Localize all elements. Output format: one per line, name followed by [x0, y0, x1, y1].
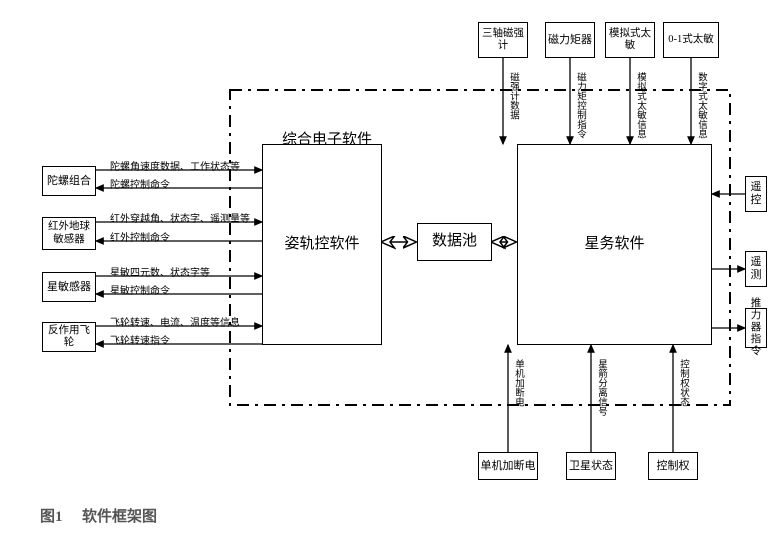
label: 星箭分离信号 [594, 359, 608, 416]
box-thruster: 推力器指令 [745, 308, 767, 348]
box-wheel: 反作用飞轮 [42, 322, 96, 352]
box-simSun: 模拟式太敏 [605, 22, 655, 58]
label: 数字式太敏信息 [694, 72, 708, 139]
box-remoteCtrl: 遥控 [745, 176, 767, 212]
label: 飞轮转速指令 [110, 332, 170, 347]
label: 红外穿越角、状态字、遥测量等 [110, 210, 250, 225]
box-ctrl: 控制权 [648, 452, 698, 480]
figure-number: 图1 [40, 505, 63, 526]
box-mag: 三轴磁强计 [478, 22, 528, 58]
box-gyro: 陀螺组合 [42, 166, 96, 196]
box-power: 单机加断电 [478, 452, 538, 480]
box-ir: 红外地球敏感器 [42, 217, 96, 250]
box-telemetry: 遥测 [745, 251, 767, 287]
label: 磁强计数据 [506, 72, 520, 120]
label: 陀螺角速度数据、工作状态等 [110, 158, 240, 173]
box-satState: 卫星状态 [566, 452, 616, 480]
box-torquer: 磁力矩器 [545, 22, 595, 58]
label: 陀螺控制命令 [110, 176, 170, 191]
label: 星敏控制命令 [110, 282, 170, 297]
box-pool: 数据池 [417, 223, 492, 261]
box-starSensor: 星敏感器 [42, 272, 96, 302]
label: 模拟式太敏信息 [633, 72, 647, 139]
label: 控制权状态 [676, 359, 690, 407]
label: 单机加断电 [511, 359, 525, 407]
label: 红外控制命令 [110, 229, 170, 244]
box-digSun: 0-1式太敏 [663, 22, 719, 58]
box-star: 星务软件 [517, 144, 712, 345]
figure-caption: 软件框架图 [82, 505, 157, 526]
diagram-stage: 综合电子软件姿轨控软件数据池星务软件陀螺组合红外地球敏感器星敏感器反作用飞轮三轴… [0, 0, 769, 537]
label: 星敏四元数、状态字等 [110, 264, 210, 279]
box-aocs: 姿轨控软件 [262, 144, 382, 345]
label: 磁力矩控制指令 [573, 72, 587, 139]
label: 飞轮转速、电流、温度等信息 [110, 314, 240, 329]
